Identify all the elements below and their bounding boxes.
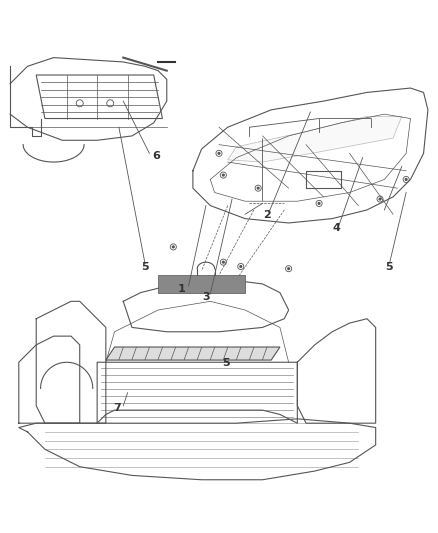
Circle shape <box>218 152 220 154</box>
Text: 5: 5 <box>385 262 392 271</box>
Circle shape <box>257 187 259 189</box>
Text: 3: 3 <box>202 292 210 302</box>
Circle shape <box>223 261 224 263</box>
Circle shape <box>173 246 174 248</box>
Circle shape <box>223 174 224 176</box>
Text: 7: 7 <box>113 403 120 413</box>
Circle shape <box>318 203 320 204</box>
Text: 2: 2 <box>263 210 271 220</box>
Circle shape <box>288 268 290 270</box>
Text: 1: 1 <box>178 284 186 294</box>
Circle shape <box>405 179 407 180</box>
Text: 5: 5 <box>141 262 149 272</box>
Polygon shape <box>158 275 245 293</box>
Polygon shape <box>228 116 402 162</box>
Text: 5: 5 <box>222 358 230 368</box>
Circle shape <box>240 265 242 268</box>
Text: 4: 4 <box>332 223 340 233</box>
Polygon shape <box>106 347 280 360</box>
Text: 6: 6 <box>152 150 160 160</box>
Circle shape <box>379 198 381 200</box>
